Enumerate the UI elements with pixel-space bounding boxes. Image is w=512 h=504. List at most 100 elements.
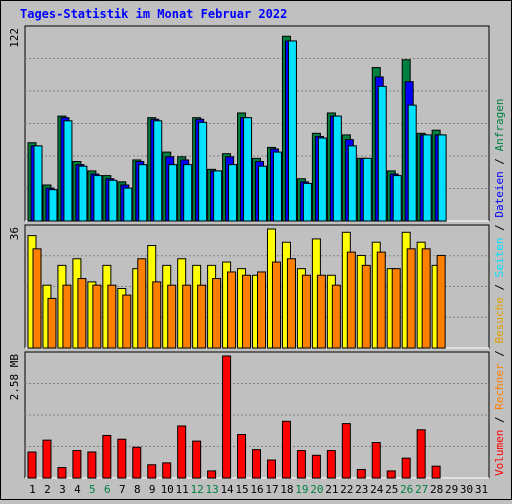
bar-volumen-6 [102,434,112,479]
bar-seiten-23 [362,157,372,222]
legend-entry-volumen: Volumen [493,430,506,476]
bar-volumen-4 [72,450,82,479]
bar-volumen-26 [401,457,411,479]
x-tick-label-12: 12 [191,483,204,496]
ymax-label-visits-sites: 36 [8,227,21,240]
legend-separator: / [493,277,506,297]
x-tick-label-25: 25 [385,483,398,496]
x-tick-label-7: 7 [119,483,126,496]
bar-rechner-15 [242,274,252,349]
legend-entry-besuche: Besuche [493,297,506,343]
bar-volumen-23 [356,468,366,479]
bar-volumen-10 [162,462,172,479]
bar-rechner-3 [62,284,72,349]
bar-volumen-19 [296,450,306,479]
bar-seiten-18 [287,40,297,222]
ymax-label-volume: 2.58 MB [8,354,21,401]
bar-seiten-5 [93,175,103,222]
x-tick-label-14: 14 [220,483,234,496]
x-tick-label-21: 21 [325,483,338,496]
bar-rechner-21 [331,284,341,349]
bar-seiten-12 [198,121,208,222]
legend-entry-anfragen: Anfragen [493,98,506,151]
legend-entry-dateien: Dateien [493,171,506,217]
bar-volumen-1 [27,451,37,479]
x-tick-label-31: 31 [475,483,488,496]
bar-rechner-10 [167,284,177,349]
x-tick-label-30: 30 [460,483,473,496]
bar-volumen-16 [252,449,262,479]
bar-rechner-5 [92,284,102,349]
x-tick-label-27: 27 [415,483,428,496]
bar-rechner-9 [152,281,162,349]
bar-volumen-22 [341,423,351,479]
bar-seiten-20 [317,137,327,222]
bar-seiten-26 [407,104,417,222]
bar-rechner-16 [257,271,267,349]
bar-rechner-18 [286,258,296,349]
x-tick-label-19: 19 [295,483,308,496]
bar-rechner-25 [391,268,401,349]
bar-seiten-14 [228,164,238,222]
bar-seiten-2 [48,189,58,222]
x-tick-label-16: 16 [250,483,263,496]
bar-rechner-17 [271,261,281,349]
x-tick-label-11: 11 [176,483,189,496]
bar-volumen-12 [192,440,202,479]
bar-seiten-6 [108,179,118,222]
bar-seiten-16 [258,165,268,222]
chart-title: Tages-Statistik im Monat Februar 2022 [20,7,287,21]
bar-rechner-28 [436,254,446,349]
bar-volumen-9 [147,464,157,479]
bar-volumen-24 [371,442,381,479]
x-tick-label-26: 26 [400,483,413,496]
legend-separator: / [493,151,506,171]
bar-rechner-20 [316,274,326,349]
bar-volumen-5 [87,451,97,479]
bar-rechner-7 [122,294,132,349]
bar-volumen-3 [57,467,67,479]
bar-rechner-2 [47,297,57,349]
x-tick-label-22: 22 [340,483,353,496]
legend-entry-seiten: Seiten [493,238,506,278]
bar-rechner-4 [77,278,87,349]
bar-volumen-13 [207,470,217,479]
bar-seiten-17 [272,151,282,222]
x-tick-label-13: 13 [205,483,218,496]
bar-volumen-14 [222,355,232,479]
x-tick-label-4: 4 [74,483,81,496]
bar-rechner-19 [301,274,311,349]
bar-volumen-7 [117,438,127,479]
bar-seiten-4 [78,165,88,222]
x-tick-label-6: 6 [104,483,111,496]
bar-seiten-11 [183,164,193,222]
bar-seiten-3 [63,120,73,222]
bar-rechner-11 [182,284,192,349]
legend-separator: / [493,218,506,238]
bar-volumen-8 [132,446,142,479]
x-tick-label-5: 5 [89,483,96,496]
x-tick-label-8: 8 [134,483,141,496]
x-tick-label-15: 15 [235,483,248,496]
bar-seiten-1 [33,145,43,222]
bar-volumen-2 [42,439,52,479]
bar-rechner-26 [406,248,416,349]
bar-volumen-17 [266,459,276,479]
bar-seiten-7 [123,187,133,222]
bar-seiten-19 [302,182,312,222]
bar-seiten-28 [437,134,447,222]
bar-seiten-27 [422,134,432,222]
bar-volumen-20 [311,454,321,479]
bar-volumen-18 [281,420,291,479]
legend-separator: / [493,410,506,430]
bar-rechner-6 [107,284,117,349]
bar-volumen-28 [431,465,441,479]
x-tick-label-20: 20 [310,483,323,496]
x-tick-label-9: 9 [149,483,156,496]
legend-entry-rechner: Rechner [493,363,506,410]
bar-seiten-21 [332,115,342,222]
x-tick-label-17: 17 [265,483,278,496]
bar-rechner-14 [227,271,237,349]
